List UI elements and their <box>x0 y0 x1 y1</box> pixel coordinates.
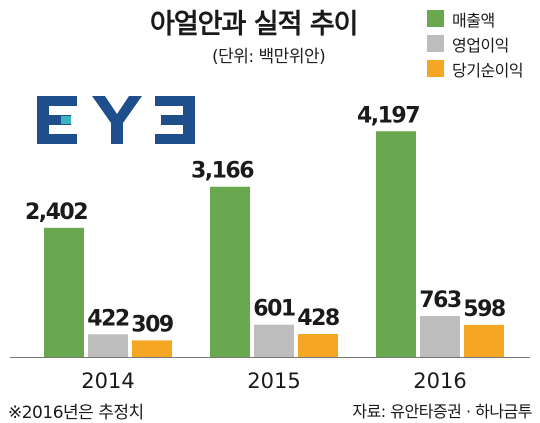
data-label-net-income-2014: 309 <box>131 312 173 337</box>
legend: 매출액 영업이익 당기순이익 <box>427 6 524 81</box>
legend-label-operating-profit: 영업이익 <box>452 35 509 55</box>
x-tick-label-2015: 2015 <box>247 369 300 393</box>
bar-operating-profit-2014 <box>88 334 128 357</box>
x-tick-label-2016: 2016 <box>413 369 466 393</box>
legend-item-sales: 매출액 <box>427 6 523 31</box>
bar-sales-2015 <box>210 186 250 357</box>
bar-net-income-2016 <box>464 324 504 357</box>
data-label-operating-profit-2015: 601 <box>253 297 295 322</box>
eye-logo <box>37 96 195 144</box>
bar-net-income-2015 <box>298 333 338 357</box>
data-label-sales-2016: 4,197 <box>357 103 419 128</box>
bar-operating-profit-2015 <box>254 324 294 357</box>
source-note: 자료: 유안타증권 · 하나금투 <box>352 402 532 421</box>
bar-net-income-2014 <box>132 340 172 357</box>
bar-sales-2016 <box>376 131 416 357</box>
legend-swatch-operating-profit <box>427 35 444 52</box>
legend-swatch-net-income <box>427 60 444 77</box>
legend-item-net-income: 당기순이익 <box>427 56 524 81</box>
legend-label-net-income: 당기순이익 <box>452 60 524 80</box>
bar-sales-2014 <box>44 227 84 357</box>
legend-swatch-sales <box>427 10 444 27</box>
legend-item-operating-profit: 영업이익 <box>427 31 523 56</box>
data-label-sales-2014: 2,402 <box>25 200 87 225</box>
data-label-operating-profit-2016: 763 <box>419 288 461 313</box>
chart-subtitle: (단위: 백만위안) <box>212 47 326 67</box>
chart-title: 아얼안과 실적 추이 <box>150 9 359 40</box>
bar-operating-profit-2016 <box>420 315 460 357</box>
data-label-net-income-2015: 428 <box>297 306 339 331</box>
x-tick-label-2014: 2014 <box>81 369 134 393</box>
data-label-operating-profit-2014: 422 <box>87 306 129 331</box>
data-label-sales-2015: 3,166 <box>191 159 254 184</box>
footnote: ※2016년은 추정치 <box>8 403 144 423</box>
legend-label-sales: 매출액 <box>452 10 495 30</box>
data-label-net-income-2016: 598 <box>463 297 505 322</box>
